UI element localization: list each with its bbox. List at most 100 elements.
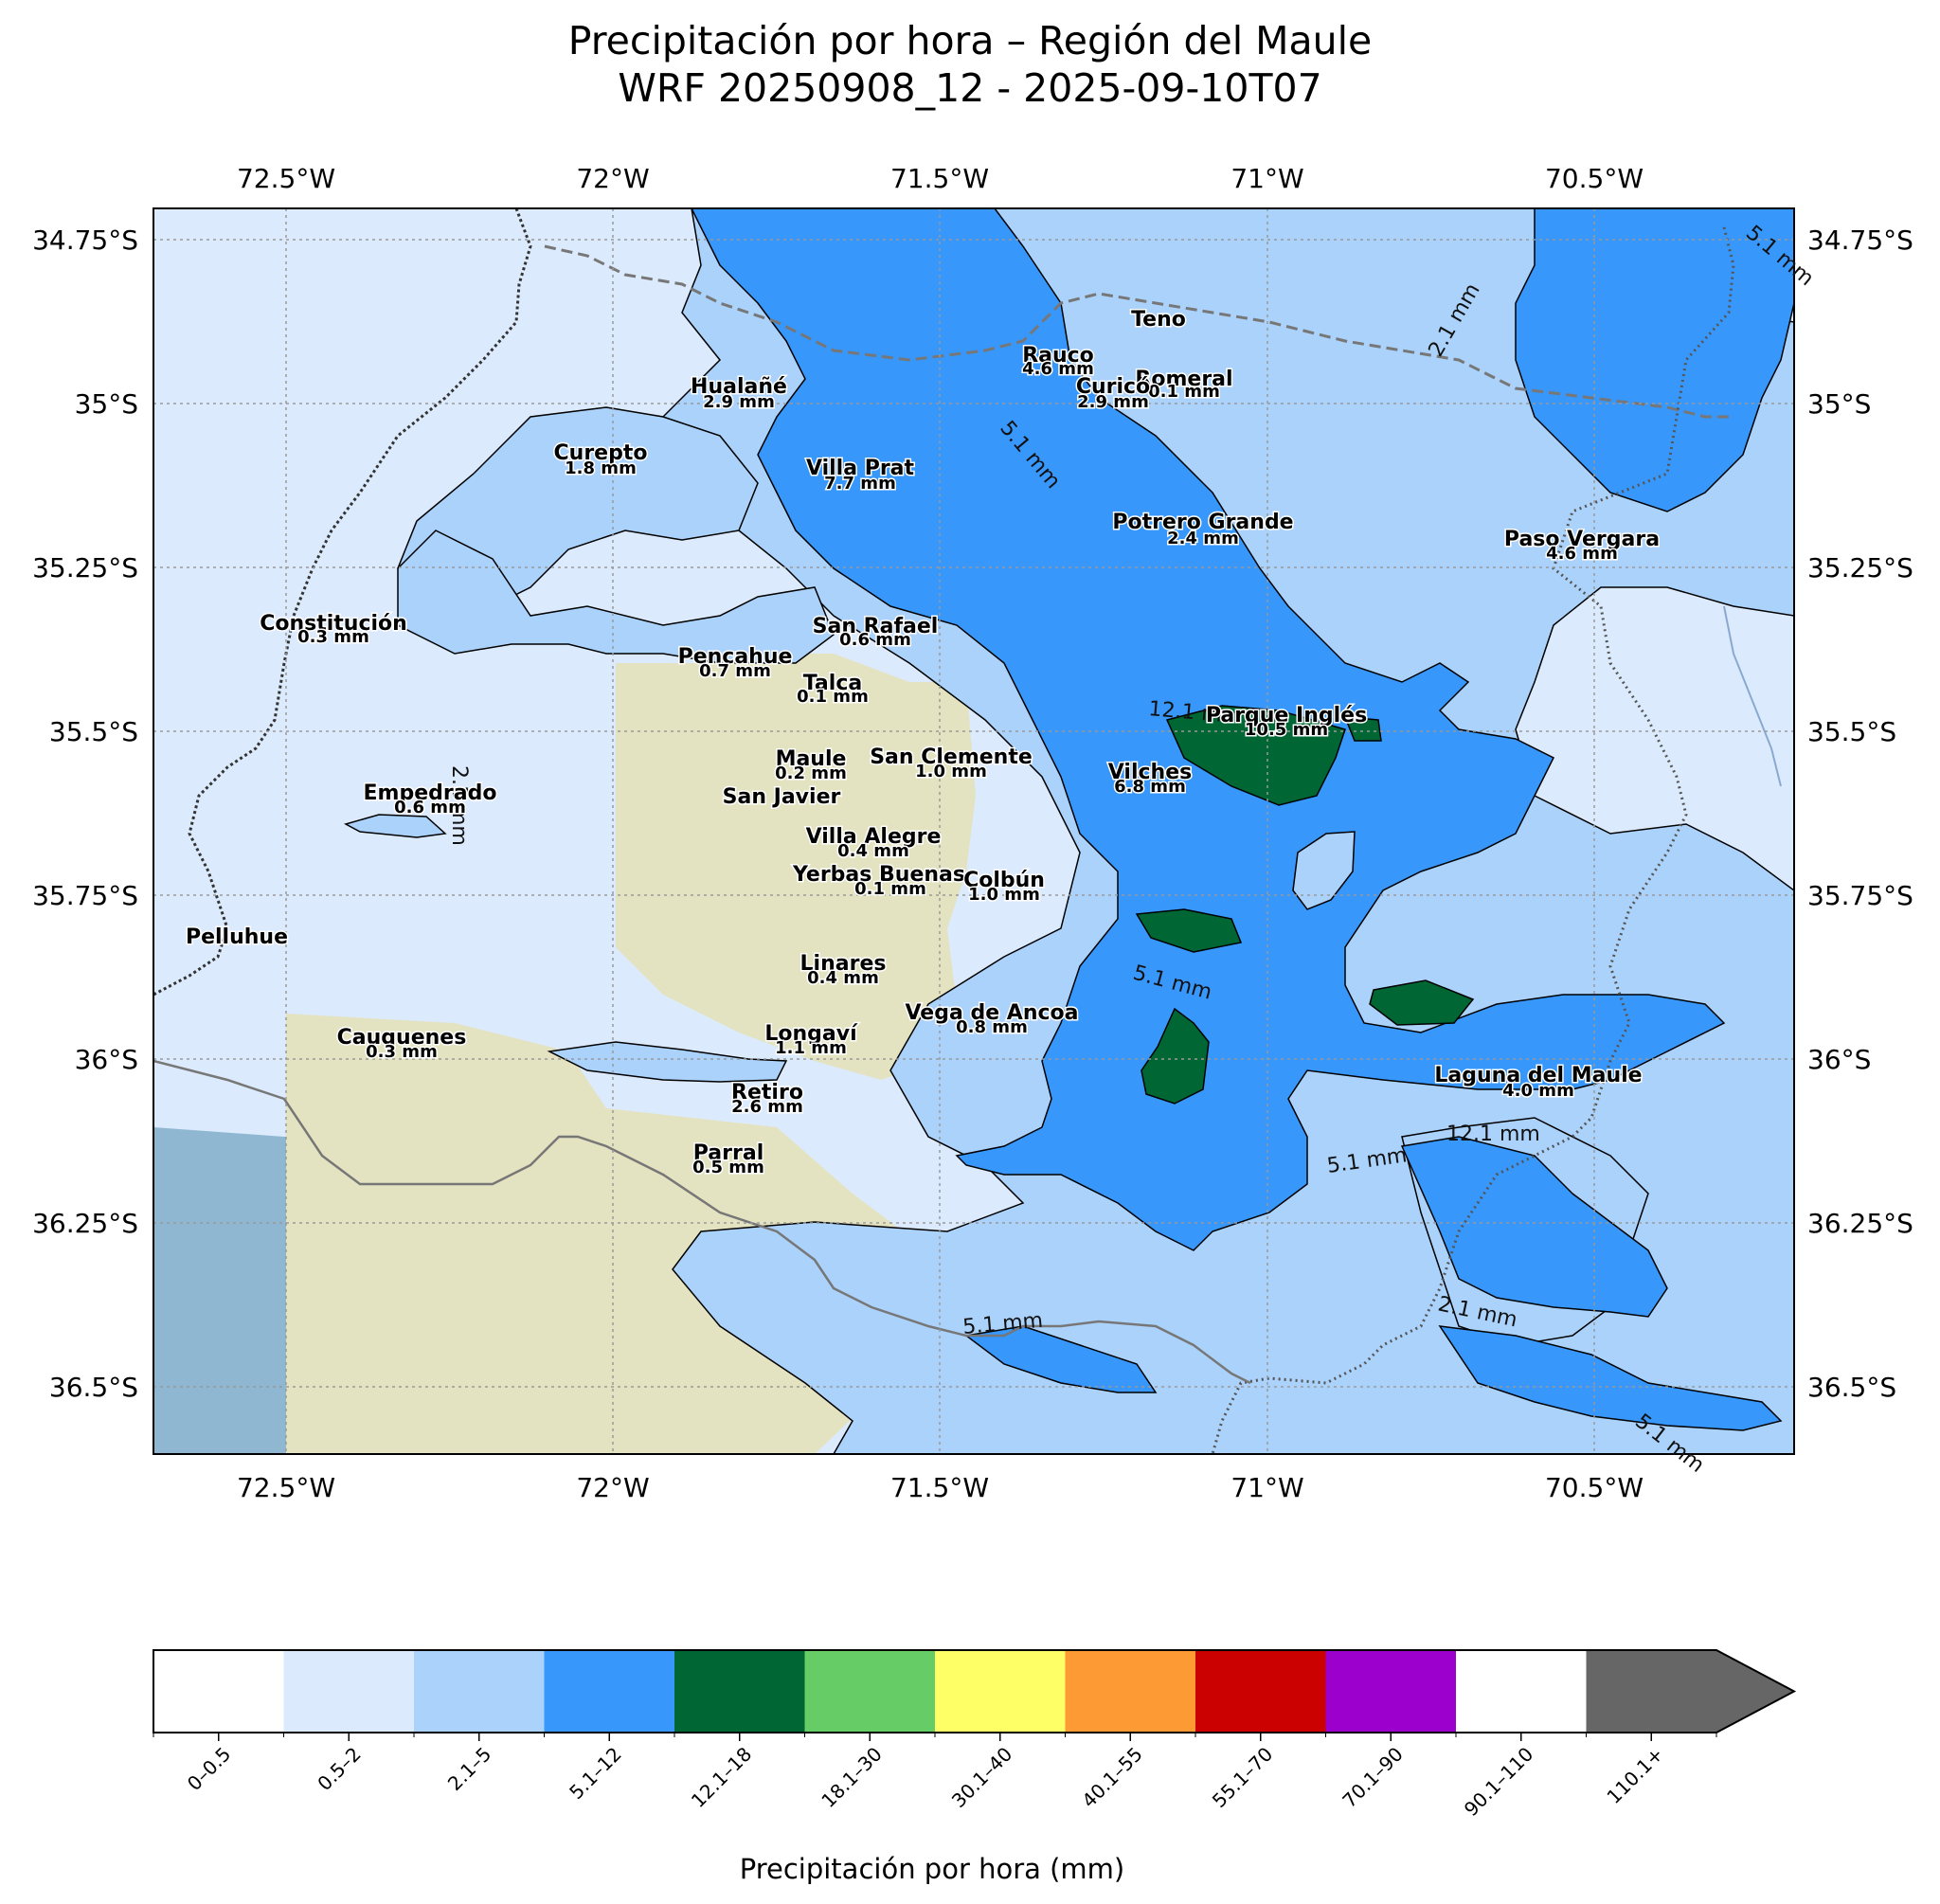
station-name: Talca — [803, 672, 862, 695]
map-title-line-2: WRF 20250908_12 - 2025-09-10T07 — [618, 65, 1322, 111]
colorbar-tick-label: 2.1–5 — [443, 1743, 496, 1796]
station-name: Curepto — [554, 441, 648, 465]
station-name: Longaví — [764, 1022, 858, 1046]
station-value: 0.8 mm — [956, 1017, 1028, 1037]
station-name: Vega de Ancoa — [905, 1001, 1078, 1025]
station-labels: Teno Rauco 4.6 mm Romeral 0.1 mm Curicó … — [184, 307, 1661, 1179]
lat-label-right: 36.25°S — [1807, 1208, 1913, 1239]
precip-5-1-12-southeast — [1400, 1136, 1668, 1318]
station-value: 1.0 mm — [915, 762, 987, 781]
lat-label-left: 36.25°S — [32, 1208, 138, 1239]
lat-label-right: 34.75°S — [1807, 225, 1913, 256]
map-frame — [153, 207, 1795, 1455]
precip-2-1-5-coast — [397, 530, 835, 664]
station-value: 1.0 mm — [968, 885, 1040, 905]
colorbar-swatch — [544, 1650, 674, 1733]
map-layers — [153, 208, 1794, 1454]
lat-label-right: 35.75°S — [1807, 880, 1913, 911]
lat-label-left: 35.25°S — [32, 552, 138, 584]
station-name: Romeral — [1135, 368, 1232, 391]
lat-label-left: 36°S — [75, 1044, 138, 1075]
station-value: 0.1 mm — [854, 879, 926, 899]
station-name: Retiro — [731, 1081, 803, 1105]
lon-label-bottom: 71°W — [1230, 1472, 1303, 1503]
colorbar-swatch — [1195, 1650, 1326, 1733]
colorbar-swatch — [674, 1650, 805, 1733]
lat-label-right: 36.5°S — [1807, 1372, 1896, 1403]
station-name: San Clemente — [870, 745, 1033, 769]
international-border — [1211, 226, 1735, 1454]
station-name: Cauquenes — [337, 1026, 467, 1050]
station-value: 4.6 mm — [1546, 544, 1618, 564]
station-name: Villa Alegre — [806, 825, 942, 849]
colorbar-tick-label: 12.1–18 — [687, 1743, 757, 1813]
river-line — [1723, 605, 1782, 787]
colorbar-tick-label: 55.1–70 — [1208, 1743, 1278, 1813]
contour-label: 2.1 mm — [447, 765, 471, 846]
station-value: 1.8 mm — [565, 458, 637, 478]
station-name: Curicó — [1076, 375, 1150, 399]
colorbar-tick-label: 90.1–110 — [1460, 1743, 1538, 1822]
station-name: San Rafael — [813, 615, 939, 638]
station-name: Pencahue — [678, 645, 793, 669]
lon-label-top: 72.5°W — [237, 163, 335, 194]
colorbar-tick-label: 0–0.5 — [183, 1743, 236, 1796]
station-value: 0.4 mm — [807, 968, 879, 988]
station-name: Parque Inglés — [1206, 704, 1367, 727]
station-value: 0.1 mm — [797, 687, 869, 707]
terrain-beige-pocket — [616, 654, 976, 1080]
lon-label-top: 71°W — [1230, 163, 1303, 194]
precip-5-1-12-southeast-lower — [1438, 1325, 1783, 1431]
colorbar-swatch — [153, 1650, 284, 1733]
station-value: 4.6 mm — [1022, 359, 1094, 379]
station-value: 10.5 mm — [1245, 720, 1328, 740]
station-name: Rauco — [1022, 344, 1094, 368]
colorbar-outline — [153, 1649, 1797, 1733]
station-value: 0.3 mm — [297, 627, 369, 647]
station-value: 0.2 mm — [775, 763, 847, 783]
precip-5-1-12-south — [964, 1325, 1158, 1393]
colorbar-swatch — [1456, 1650, 1587, 1733]
station-value: 4.0 mm — [1502, 1081, 1574, 1101]
station-value: 0.7 mm — [699, 661, 771, 681]
map-boundaries — [153, 208, 1782, 1454]
station-value: 2.9 mm — [1077, 392, 1149, 412]
colorbar-swatch — [1065, 1650, 1195, 1733]
precip-12-1-18-east-mid — [1369, 979, 1475, 1026]
colorbar-swatch — [414, 1650, 545, 1733]
precip-5-1-12-hole — [1292, 831, 1356, 910]
station-value: 2.9 mm — [703, 392, 775, 412]
coastline — [153, 208, 532, 997]
station-value: 0.6 mm — [839, 630, 911, 650]
station-value: 1.1 mm — [775, 1038, 847, 1058]
precip-2-1-5-empedrado — [344, 814, 447, 838]
lat-label-right: 36°S — [1807, 1044, 1871, 1075]
station-name: Yerbas Buenas — [792, 863, 965, 887]
colorbar-tick-label: 110.1+ — [1602, 1743, 1667, 1808]
lon-label-bottom: 72.5°W — [237, 1472, 335, 1503]
station-value: 0.3 mm — [366, 1042, 438, 1062]
station-name: Potrero Grande — [1112, 511, 1293, 534]
station-name: Paso Vergara — [1504, 528, 1660, 551]
precip-5-1-12-northeast — [1515, 208, 1794, 512]
lon-label-top: 72°W — [576, 163, 649, 194]
colorbar-tick-label: 0.5–2 — [313, 1743, 366, 1796]
station-name: Teno — [1131, 308, 1186, 332]
contour-label: 12.1 mm — [1446, 1123, 1540, 1146]
station-name: Pelluhue — [186, 925, 288, 949]
colorbar-swatch — [804, 1650, 935, 1733]
station-name: Parral — [693, 1141, 763, 1165]
station-value: 2.6 mm — [731, 1097, 803, 1117]
lat-label-left: 35.5°S — [49, 716, 138, 747]
station-name: Linares — [800, 952, 887, 976]
station-name: Empedrado — [364, 781, 497, 805]
colorbar-tick-label: 40.1–55 — [1077, 1743, 1147, 1813]
colorbar-label: Precipitación por hora (mm) — [740, 1853, 1125, 1885]
station-name: Maule — [776, 747, 847, 771]
precip-2-1-5-longavi — [547, 1041, 788, 1083]
precip-12-1-18-vilches-south — [1135, 908, 1243, 953]
colorbar-swatch — [1586, 1650, 1794, 1733]
axis-labels: 72.5°W 72°W 71.5°W 71°W 70.5°W 72.5°W 72… — [32, 163, 1913, 1503]
lat-label-right: 35°S — [1807, 388, 1871, 420]
